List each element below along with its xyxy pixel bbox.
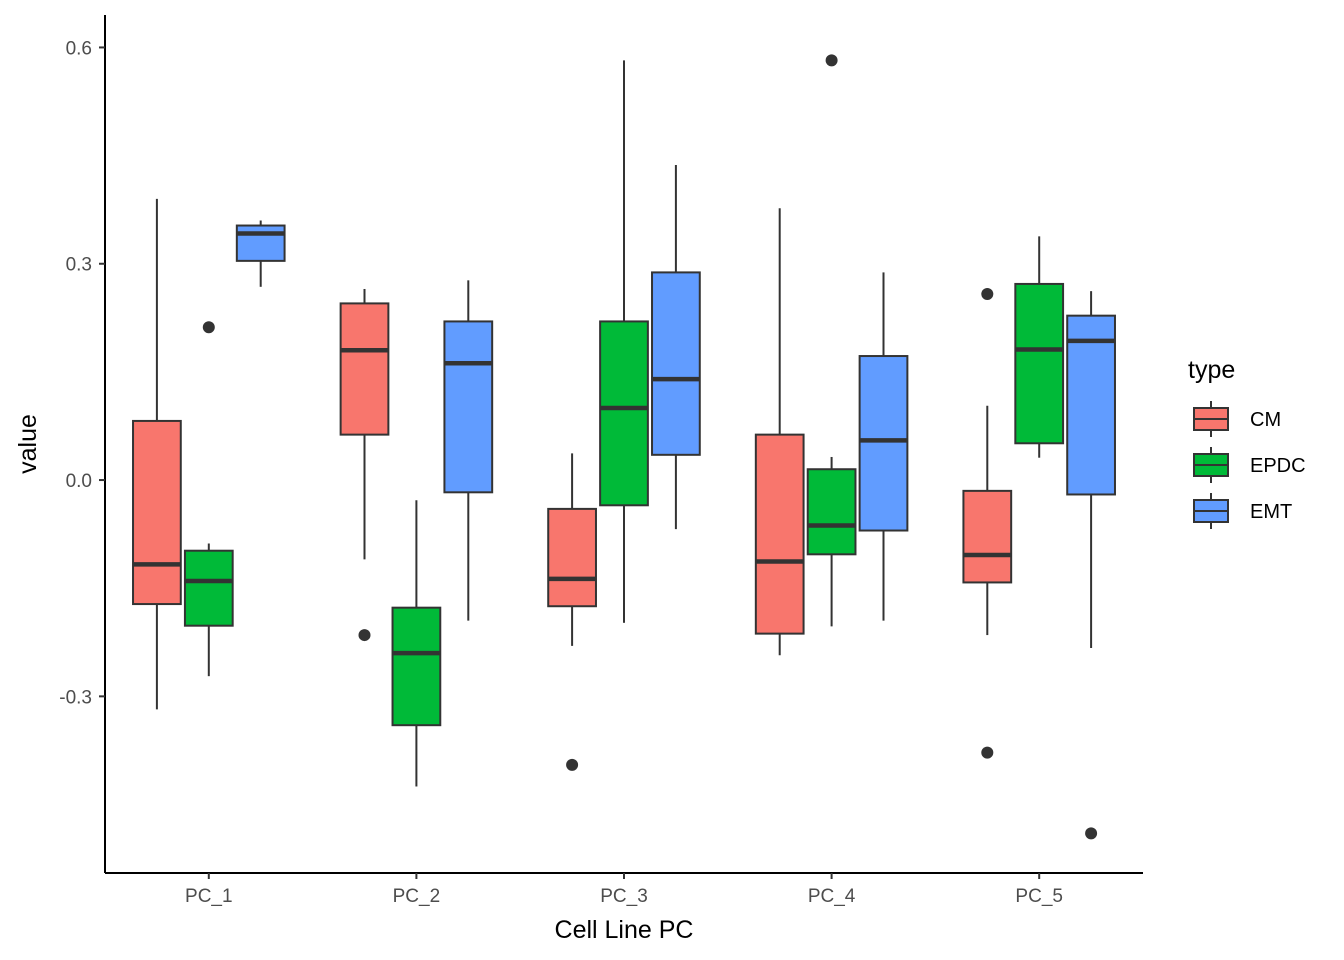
box-body [858,355,909,532]
x-axis-ticks: PC_1 PC_2 PC_3 PC_4 PC_5 [185,873,1063,907]
legend-key-emt: EMT [1193,493,1292,529]
y-tick-label: 0.6 [66,38,92,59]
box-epdc-pc_2 [391,500,442,787]
box-body [1014,282,1065,445]
series-cm [132,198,1013,771]
box-body [806,468,857,556]
box-body [443,320,494,494]
box-emt-pc_2 [443,280,494,621]
legend-title: type [1188,356,1235,384]
y-tick-label: -0.3 [59,687,92,708]
series-emt [235,164,1116,840]
outlier-point [358,629,371,642]
outlier-point [1085,827,1098,840]
box-emt-pc_1 [235,220,286,287]
x-tick-label: PC_4 [808,886,856,907]
box-body [339,302,390,436]
box-emt-pc_3 [651,164,701,530]
box-body [235,224,286,262]
series-epdc [183,54,1065,787]
legend-label: CM [1250,409,1281,431]
outlier-point [566,758,579,771]
box-body [132,419,182,606]
legend-key-epdc: EPDC [1193,447,1306,483]
box-body [599,320,649,507]
box-body [962,489,1013,584]
box-body [547,507,597,608]
legend-label: EMT [1250,501,1292,523]
box-cm-pc_1 [132,198,182,710]
plot-area [132,54,1116,840]
box-cm-pc_2 [339,288,390,642]
outlier-point [981,746,994,759]
box-emt-pc_4 [858,272,909,621]
box-body [183,549,234,627]
box-epdc-pc_4 [806,54,857,627]
box-epdc-pc_3 [599,60,649,623]
box-cm-pc_3 [547,453,597,771]
box-body [1066,314,1116,496]
y-axis-title: value [14,414,42,474]
outlier-point [202,321,215,334]
y-axis-ticks: -0.3 0.0 0.3 0.6 [59,38,105,708]
x-tick-label: PC_1 [185,886,233,907]
box-body [754,433,805,635]
box-cm-pc_4 [754,208,805,656]
box-epdc-pc_1 [183,321,234,677]
x-axis-title: Cell Line PC [555,916,694,944]
legend-key-cm: CM [1193,401,1281,437]
box-body [651,271,701,456]
outlier-point [825,54,838,67]
x-tick-label: PC_3 [600,886,648,907]
box-epdc-pc_5 [1014,236,1065,458]
box-emt-pc_5 [1066,291,1116,840]
box-cm-pc_5 [962,288,1013,759]
y-tick-label: 0.0 [66,471,92,492]
outlier-point [981,288,994,301]
x-tick-label: PC_5 [1015,886,1063,907]
x-tick-label: PC_2 [393,886,441,907]
box-body [391,606,442,727]
y-tick-label: 0.3 [66,255,92,276]
legend-label: EPDC [1250,455,1306,477]
legend: type CM EPDC EMT [1188,356,1306,529]
